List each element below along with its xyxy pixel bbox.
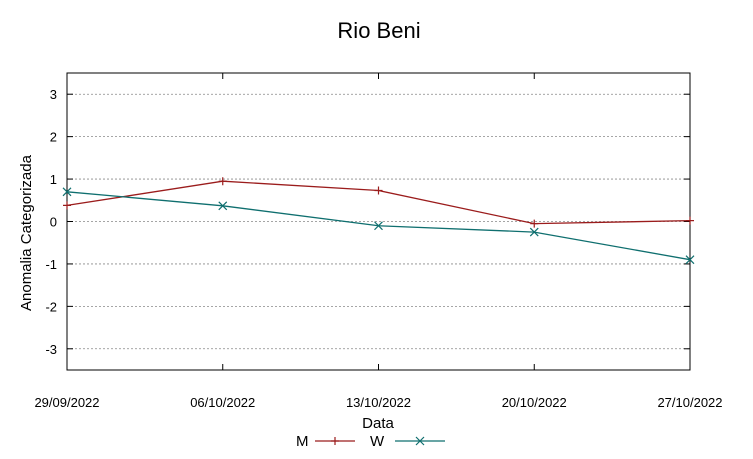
grid-lines bbox=[67, 93, 690, 350]
y-tick-label: 0 bbox=[50, 215, 57, 230]
y-axis-title: Anomalia Categorizada bbox=[18, 154, 35, 311]
x-tick-label: 29/09/2022 bbox=[34, 395, 99, 410]
y-tick-label: 1 bbox=[50, 172, 57, 187]
series-w-point bbox=[62, 187, 72, 197]
y-axis-ticks: 3 2 1 0 -1 -2 -3 bbox=[45, 87, 690, 357]
x-axis-title: Data bbox=[362, 415, 394, 432]
series-w bbox=[62, 187, 695, 265]
legend-marker-w bbox=[415, 436, 425, 446]
chart-title: Rio Beni bbox=[337, 18, 420, 43]
series-w-point bbox=[685, 255, 695, 265]
series-m-point bbox=[63, 201, 71, 210]
series-m-point bbox=[218, 177, 227, 186]
series-w-point bbox=[218, 201, 228, 211]
y-tick-label: -3 bbox=[45, 342, 57, 357]
series-w-point bbox=[529, 227, 539, 237]
x-tick-label: 20/10/2022 bbox=[502, 395, 567, 410]
legend-marker-m bbox=[331, 437, 339, 445]
legend-label-w: W bbox=[370, 433, 385, 450]
legend-label-m: M bbox=[296, 433, 309, 450]
series-m-point bbox=[374, 186, 383, 195]
x-tick-label: 06/10/2022 bbox=[190, 395, 255, 410]
y-tick-label: 3 bbox=[50, 87, 57, 102]
y-tick-label: 2 bbox=[50, 130, 57, 145]
x-tick-label: 27/10/2022 bbox=[657, 395, 722, 410]
series-m bbox=[63, 177, 694, 228]
x-axis-ticks: 29/09/2022 06/10/2022 13/10/2022 20/10/2022… bbox=[34, 73, 723, 410]
series-lines bbox=[62, 177, 695, 265]
y-tick-label: -2 bbox=[45, 299, 57, 314]
series-m-point bbox=[530, 219, 539, 228]
series-w-point bbox=[374, 221, 383, 231]
x-tick-label: 13/10/2022 bbox=[346, 395, 411, 410]
series-m-point bbox=[686, 216, 694, 225]
y-tick-label: -1 bbox=[45, 257, 57, 272]
